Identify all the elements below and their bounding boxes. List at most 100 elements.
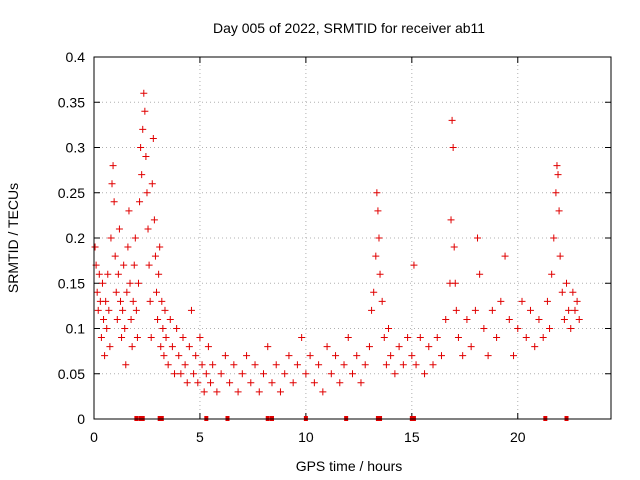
data-point [127,315,135,323]
y-tick-label: 0.35 [58,94,85,110]
data-point [106,343,114,351]
data-point [134,279,142,287]
data-point [190,370,198,378]
data-point [357,379,365,387]
data-point [437,352,445,360]
data-point [531,343,539,351]
data-point [425,343,433,351]
data-point [380,334,388,342]
data-point [173,325,181,332]
data-point [484,352,492,360]
data-point [100,315,108,323]
data-point [550,234,558,242]
data-point [144,225,152,233]
data-point [94,306,102,314]
data-point [98,279,106,287]
data-point [563,279,571,287]
data-point [119,306,127,314]
data-point [143,189,151,197]
y-tick-label: 0.3 [66,140,86,156]
data-point [153,288,161,296]
grid-layer [94,57,611,419]
data-point [140,89,148,97]
data-point [181,361,189,369]
data-point [539,334,547,342]
data-point [141,107,149,115]
data-point [168,343,176,351]
data-point [148,180,156,188]
data-point [302,370,310,378]
data-point [471,306,479,314]
data-point [196,334,204,342]
data-point [133,334,141,342]
data-point [323,343,331,351]
data-point [399,361,407,369]
data-point [522,334,530,342]
data-point [107,234,115,242]
data-point [139,125,147,133]
data-point [221,352,229,360]
data-point [454,334,462,342]
data-point [161,306,169,314]
data-point [552,189,560,197]
data-point [234,388,242,396]
tick-layer: 0 0.05 0.1 0.15 0.2 0.25 0.3 0.35 0.4 0 5 10 15 20 [58,49,611,445]
data-point [116,297,124,305]
data-point [327,370,335,378]
data-point [150,216,158,224]
data-point [344,334,352,342]
data-point [255,388,263,396]
data-point [207,379,215,387]
data-point [260,370,268,378]
data-point [452,306,460,314]
data-point [132,306,140,314]
data-point [137,144,145,151]
data-point [408,352,416,360]
data-point [264,343,272,351]
data-point [293,361,301,369]
data-point [121,325,129,332]
data-point [535,315,543,323]
data-point [553,162,561,170]
data-point [501,252,509,260]
x-tick-label: 15 [404,429,420,445]
data-point [111,252,119,260]
data-point [159,325,167,332]
y-tick-label: 0.1 [66,321,86,337]
data-point [105,306,113,314]
data-point [268,379,276,387]
data-point [113,315,121,323]
data-point [370,288,378,296]
data-point [194,379,202,387]
data-point [548,270,556,278]
data-point [336,379,344,387]
data-point [160,352,168,360]
data-point [146,297,154,305]
data-point [285,352,293,360]
data-point [374,207,382,215]
data-point [217,370,225,378]
data-point [123,288,131,296]
data-point [110,198,118,206]
data-point [166,315,174,323]
data-point [126,279,134,287]
data-point [447,216,455,224]
data-point [459,352,467,360]
data-point [157,343,165,351]
data-point [493,334,501,342]
data-point [97,334,105,342]
data-point [546,325,554,332]
x-tick-label: 10 [298,429,314,445]
data-point [238,370,246,378]
data-point [102,297,110,305]
data-point [449,144,457,151]
data-point [467,343,475,351]
data-point [177,370,185,378]
data-point [112,288,120,296]
x-tick-label: 0 [90,429,98,445]
data-point [213,388,221,396]
data-point [124,243,132,251]
data-point [156,243,164,251]
data-point [115,225,123,233]
data-point [202,370,210,378]
